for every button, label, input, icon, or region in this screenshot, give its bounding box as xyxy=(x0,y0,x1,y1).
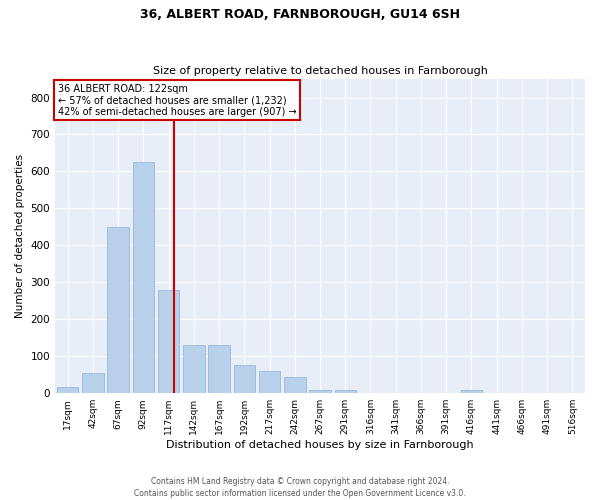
Bar xyxy=(133,162,154,393)
Bar xyxy=(57,387,79,393)
Bar xyxy=(259,371,280,393)
Title: Size of property relative to detached houses in Farnborough: Size of property relative to detached ho… xyxy=(152,66,487,76)
Bar xyxy=(284,376,305,393)
Bar xyxy=(107,227,129,393)
Text: 36, ALBERT ROAD, FARNBOROUGH, GU14 6SH: 36, ALBERT ROAD, FARNBOROUGH, GU14 6SH xyxy=(140,8,460,20)
Bar xyxy=(335,390,356,393)
Text: 36 ALBERT ROAD: 122sqm
← 57% of detached houses are smaller (1,232)
42% of semi-: 36 ALBERT ROAD: 122sqm ← 57% of detached… xyxy=(58,84,296,117)
Text: Contains HM Land Registry data © Crown copyright and database right 2024.
Contai: Contains HM Land Registry data © Crown c… xyxy=(134,476,466,498)
Bar xyxy=(158,290,179,393)
Y-axis label: Number of detached properties: Number of detached properties xyxy=(15,154,25,318)
Bar xyxy=(233,366,255,393)
Bar xyxy=(208,345,230,393)
Bar xyxy=(82,373,104,393)
Bar xyxy=(183,345,205,393)
Bar xyxy=(461,390,482,393)
Bar xyxy=(309,390,331,393)
X-axis label: Distribution of detached houses by size in Farnborough: Distribution of detached houses by size … xyxy=(166,440,474,450)
